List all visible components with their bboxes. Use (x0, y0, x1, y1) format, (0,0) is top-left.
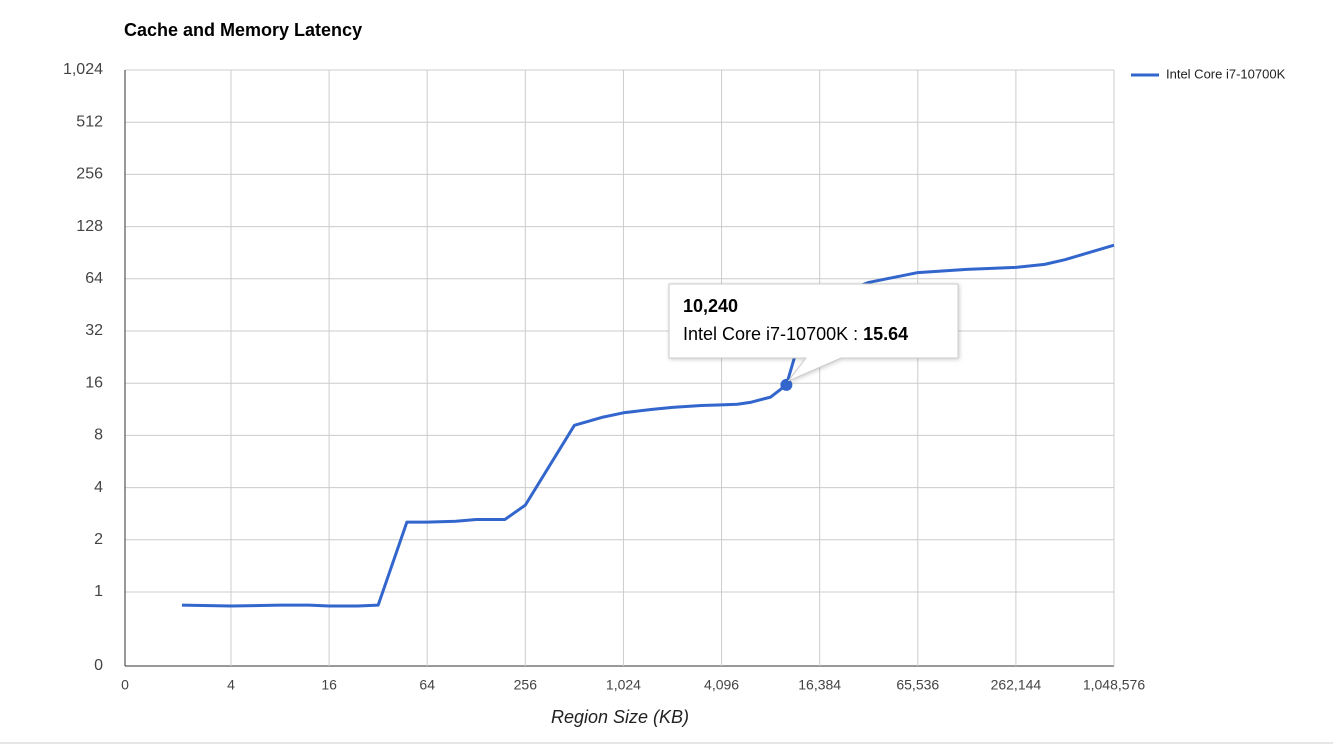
tooltip-box (668, 283, 959, 382)
x-tick-label: 64 (419, 677, 435, 693)
x-tick-label: 1,024 (606, 677, 641, 693)
tooltip-line: Intel Core i7-10700K:15.64 (683, 324, 908, 344)
x-tick-label: 256 (514, 677, 538, 693)
x-tick-label: 16 (321, 677, 337, 693)
y-tick-label: 2 (94, 531, 103, 548)
x-tick-label: 16,384 (798, 677, 841, 693)
y-tick-label: 32 (85, 322, 103, 339)
grid: 0 1 2 4 8 16 32 64 128 256 512 1,024 0 4 16 64 256 1,024 4… (63, 61, 1145, 692)
y-tick-label: 512 (76, 113, 103, 130)
x-tick-label: 4,096 (704, 677, 739, 693)
tooltip-title: 10,240 (683, 296, 738, 316)
x-tick-label: 4 (227, 677, 235, 693)
y-tick-label: 64 (85, 270, 103, 287)
plot (181, 243, 1115, 608)
tooltip-value: 15.64 (863, 324, 908, 344)
y-tick-label: 4 (94, 479, 103, 496)
tooltip-series: Intel Core i7-10700K (683, 324, 848, 344)
series-line (181, 243, 1115, 608)
x-tick-label: 0 (121, 677, 129, 693)
chart-title: Cache and Memory Latency (124, 20, 362, 40)
highlight-point (780, 378, 793, 391)
tooltip: 10,240 Intel Core i7-10700K:15.64 (668, 283, 959, 391)
x-tick-label: 65,536 (896, 677, 939, 693)
y-tick-label: 16 (85, 374, 103, 391)
y-tick-label: 0 (94, 657, 103, 674)
tooltip-separator: : (853, 324, 858, 344)
y-tick-label: 1,024 (63, 61, 103, 78)
x-tick-label: 262,144 (991, 677, 1042, 693)
x-tick-label: 1,048,576 (1083, 677, 1145, 693)
legend-label: Intel Core i7-10700K (1166, 66, 1286, 81)
legend: Intel Core i7-10700K (1131, 66, 1286, 81)
x-axis-title: Region Size (KB) (551, 707, 689, 727)
y-tick-label: 128 (76, 218, 103, 235)
y-tick-label: 256 (76, 166, 103, 183)
y-tick-label: 1 (94, 583, 103, 600)
y-tick-label: 8 (94, 427, 103, 444)
